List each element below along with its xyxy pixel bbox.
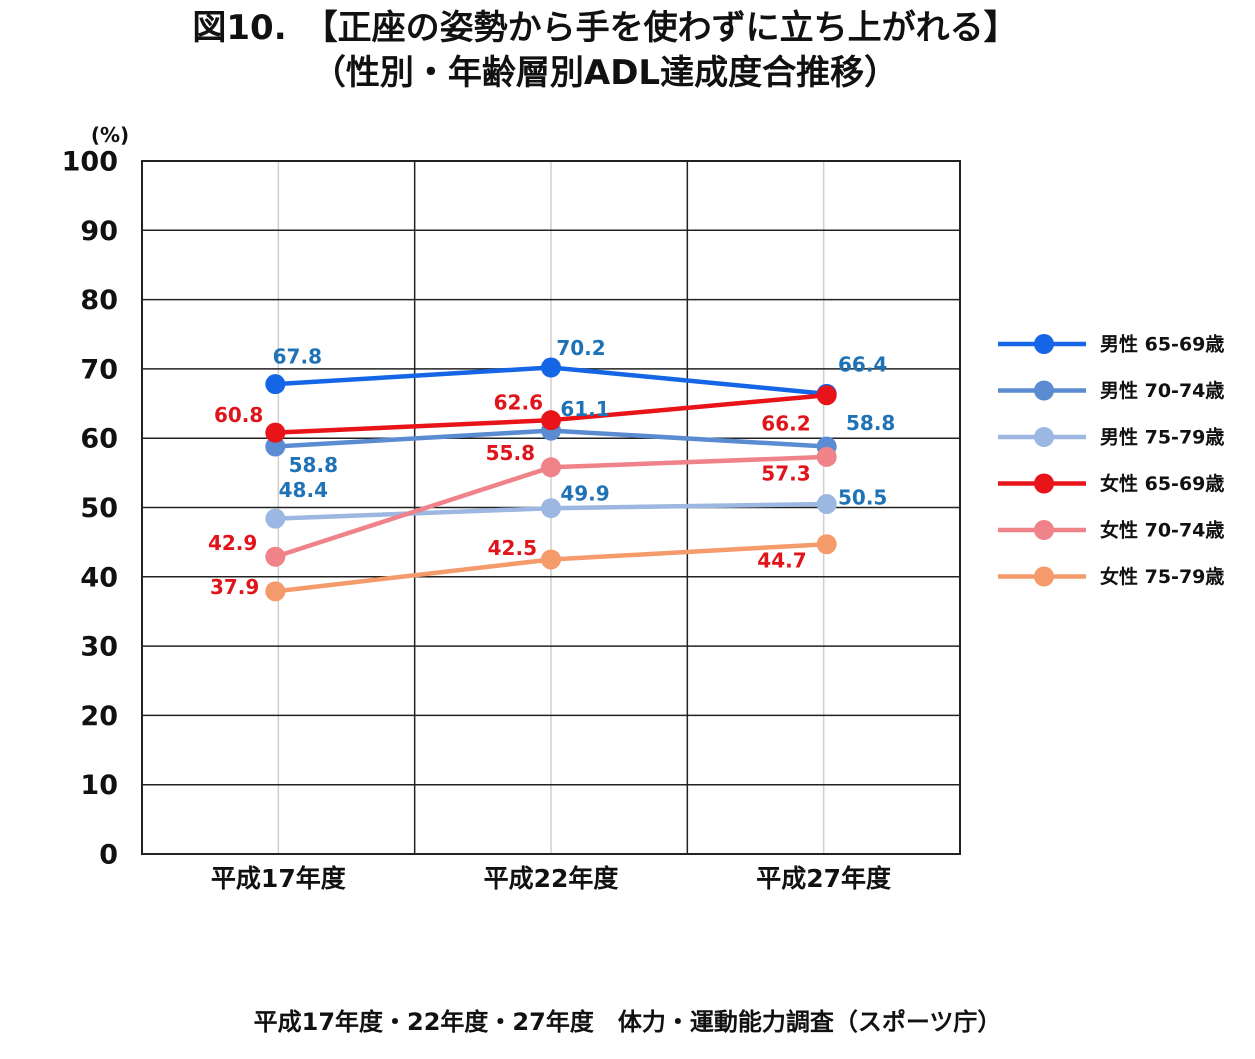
legend-label: 女性 65-69歳 — [1100, 472, 1224, 495]
chart-subtitle: （性別・年齢層別ADL達成度合推移） — [311, 53, 899, 93]
data-point — [541, 498, 561, 519]
data-label: 55.8 — [486, 441, 535, 465]
data-point — [816, 534, 837, 555]
x-tick-label: 平成27年度 — [756, 864, 891, 893]
legend-marker — [1034, 427, 1054, 447]
data-label: 44.7 — [757, 549, 806, 573]
y-tick-label: 30 — [80, 632, 118, 663]
data-label: 62.6 — [494, 391, 543, 415]
plot-frame — [141, 160, 961, 855]
data-label: 48.4 — [279, 478, 328, 502]
y-tick-label: 80 — [80, 285, 118, 316]
legend-label: 女性 70-74歳 — [1100, 519, 1224, 542]
y-tick-label: 60 — [80, 424, 118, 455]
legend-marker — [1034, 566, 1054, 587]
data-point — [265, 546, 286, 567]
data-point — [265, 422, 286, 443]
y-tick-label: 40 — [80, 562, 118, 593]
x-tick-label: 平成22年度 — [484, 864, 619, 893]
data-point — [265, 508, 286, 529]
data-label: 50.5 — [838, 486, 887, 510]
data-label: 58.8 — [289, 453, 338, 477]
legend-marker — [1034, 473, 1054, 494]
x-tick-label: 平成17年度 — [211, 864, 346, 893]
data-label: 60.8 — [214, 403, 263, 427]
data-label: 49.9 — [560, 482, 609, 506]
y-tick-label: 100 — [62, 147, 118, 178]
legend-marker — [1034, 380, 1054, 401]
legend-label: 女性 75-79歳 — [1100, 565, 1224, 588]
data-label: 70.2 — [556, 336, 605, 360]
data-label: 57.3 — [761, 461, 810, 485]
data-label: 61.1 — [560, 397, 609, 421]
legend-marker — [1034, 334, 1054, 354]
data-point — [265, 436, 286, 457]
data-label: 58.8 — [846, 411, 895, 435]
data-label: 67.8 — [273, 345, 322, 369]
data-point — [541, 457, 561, 478]
legend-label: 男性 75-79歳 — [1100, 426, 1224, 449]
y-tick-label: 50 — [80, 493, 118, 524]
legend-label: 男性 70-74歳 — [1100, 379, 1224, 402]
y-unit-label: (%) — [91, 123, 129, 147]
chart-title: 図10. 【正座の姿勢から手を使わずに立ち上がれる】 — [192, 8, 1018, 48]
data-label: 66.4 — [838, 352, 887, 376]
data-point — [541, 357, 561, 378]
data-point — [816, 385, 837, 406]
y-tick-label: 90 — [80, 216, 118, 247]
y-tick-label: 0 — [99, 840, 118, 871]
data-label: 66.2 — [761, 412, 810, 436]
y-tick-label: 20 — [80, 701, 118, 732]
legend-marker — [1034, 520, 1054, 540]
data-label: 42.9 — [208, 531, 257, 555]
data-point — [816, 446, 837, 467]
y-tick-label: 70 — [80, 354, 118, 385]
data-point — [265, 374, 286, 395]
data-point — [265, 581, 286, 602]
data-point — [541, 410, 561, 431]
data-label: 37.9 — [210, 575, 259, 599]
data-label: 42.5 — [488, 536, 537, 560]
legend-label: 男性 65-69歳 — [1100, 333, 1224, 356]
line-chart: 0 10 20 30 40 50 60 70 80 90 100(%) 平成17年度 平成22年度 平成2… — [62, 123, 1225, 893]
data-point — [816, 494, 837, 515]
y-tick-label: 10 — [80, 770, 118, 801]
source-note: 平成17年度・22年度・27年度 体力・運動能力調査（スポーツ庁） — [253, 1008, 1002, 1036]
data-point — [541, 549, 561, 570]
